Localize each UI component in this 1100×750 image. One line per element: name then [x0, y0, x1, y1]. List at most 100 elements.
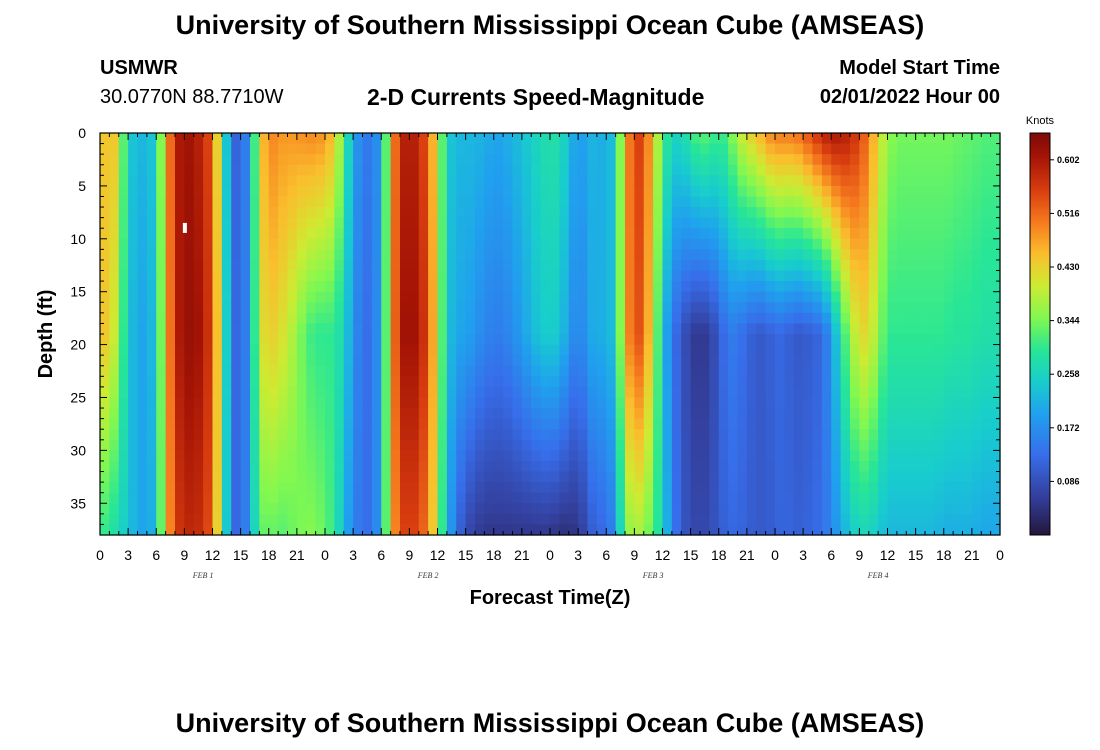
heatmap-cell [737, 249, 748, 261]
heatmap-cell [840, 376, 851, 388]
heatmap-cell [118, 164, 129, 176]
heatmap-cell [784, 365, 795, 377]
heatmap-cell [578, 249, 589, 261]
heatmap-cell [934, 503, 945, 515]
heatmap-cell [446, 376, 457, 388]
heatmap-cell [784, 492, 795, 504]
heatmap-cell [418, 450, 429, 462]
heatmap-cell [709, 217, 720, 229]
heatmap-cell [878, 376, 889, 388]
heatmap-cell [662, 207, 673, 219]
heatmap-cell [840, 207, 851, 219]
heatmap-cell [325, 397, 335, 409]
heatmap-cell [409, 524, 420, 536]
heatmap-cell [428, 249, 439, 261]
heatmap-cell [390, 302, 401, 314]
heatmap-cell [212, 482, 223, 494]
heatmap-cell [578, 376, 589, 388]
heatmap-cell [625, 503, 635, 515]
heatmap-cell [390, 513, 401, 526]
heatmap-cell [915, 429, 926, 441]
heatmap-cell [437, 471, 448, 483]
heatmap-cell [653, 291, 664, 303]
heatmap-cell [381, 492, 392, 504]
heatmap-cell [184, 460, 195, 473]
heatmap-cell [221, 418, 232, 430]
heatmap-cell [428, 175, 439, 187]
heatmap-cell [728, 175, 739, 187]
heatmap-cell [240, 207, 251, 219]
heatmap-cell [343, 460, 354, 473]
heatmap-cell [287, 217, 298, 229]
heatmap-cell [146, 439, 157, 451]
heatmap-cell [671, 175, 682, 187]
heatmap-cell [821, 503, 832, 515]
heatmap-cell [128, 323, 139, 335]
heatmap-cell [456, 492, 467, 504]
heatmap-cell [746, 302, 757, 314]
heatmap-cell [278, 355, 289, 367]
heatmap-cell [625, 175, 635, 187]
heatmap-cell [700, 185, 710, 198]
heatmap-cell [315, 175, 326, 187]
heatmap-cell [268, 460, 279, 473]
heatmap-cell [962, 133, 973, 145]
heatmap-cell [793, 323, 804, 335]
heatmap-cell [287, 503, 298, 515]
heatmap-cell [775, 450, 785, 462]
heatmap-cell [990, 259, 1001, 272]
heatmap-cell [850, 386, 860, 399]
heatmap-cell [587, 228, 598, 240]
heatmap-cell [681, 376, 692, 388]
heatmap-cell [165, 429, 176, 441]
heatmap-cell [728, 439, 739, 451]
heatmap-cell [418, 164, 429, 176]
heatmap-cell [784, 302, 795, 314]
heatmap-cell [971, 323, 982, 335]
heatmap-cell [681, 471, 692, 483]
heatmap-cell [250, 207, 260, 219]
heatmap-cell [943, 334, 954, 346]
heatmap-cell [268, 238, 279, 250]
heatmap-cell [615, 355, 626, 367]
position-marker [182, 222, 187, 233]
heatmap-cell [268, 270, 279, 282]
heatmap-cell [175, 397, 185, 409]
heatmap-cell [671, 386, 682, 399]
y-tick-label: 35 [70, 495, 86, 511]
heatmap-cell [409, 513, 420, 526]
heatmap-cell [531, 238, 542, 250]
heatmap-cell [221, 513, 232, 526]
heatmap-cell [146, 228, 157, 240]
heatmap-cell [850, 185, 860, 198]
heatmap-cell [156, 344, 167, 356]
heatmap-cell [100, 386, 110, 399]
heatmap-cell [681, 217, 692, 229]
heatmap-cell [596, 344, 607, 356]
heatmap-cell [615, 386, 626, 399]
heatmap-cell [671, 207, 682, 219]
heatmap-cell [709, 228, 720, 240]
heatmap-cell [971, 429, 982, 441]
heatmap-cell [296, 164, 307, 176]
heatmap-cell [953, 503, 964, 515]
heatmap-cell [981, 323, 992, 335]
heatmap-cell [587, 524, 598, 536]
heatmap-cell [718, 439, 729, 451]
heatmap-cell [400, 249, 410, 261]
heatmap-cell [165, 207, 176, 219]
heatmap-cell [503, 482, 514, 494]
heatmap-cell [296, 439, 307, 451]
heatmap-cell [437, 281, 448, 293]
heatmap-cell [118, 291, 129, 303]
heatmap-cell [334, 323, 345, 335]
heatmap-cell [334, 355, 345, 367]
heatmap-cell [803, 482, 814, 494]
heatmap-cell [728, 154, 739, 166]
heatmap-cell [784, 482, 795, 494]
heatmap-cell [756, 154, 767, 166]
heatmap-cell [990, 334, 1001, 346]
heatmap-cell [793, 482, 804, 494]
heatmap-cell [765, 355, 776, 367]
heatmap-cell [221, 312, 232, 325]
